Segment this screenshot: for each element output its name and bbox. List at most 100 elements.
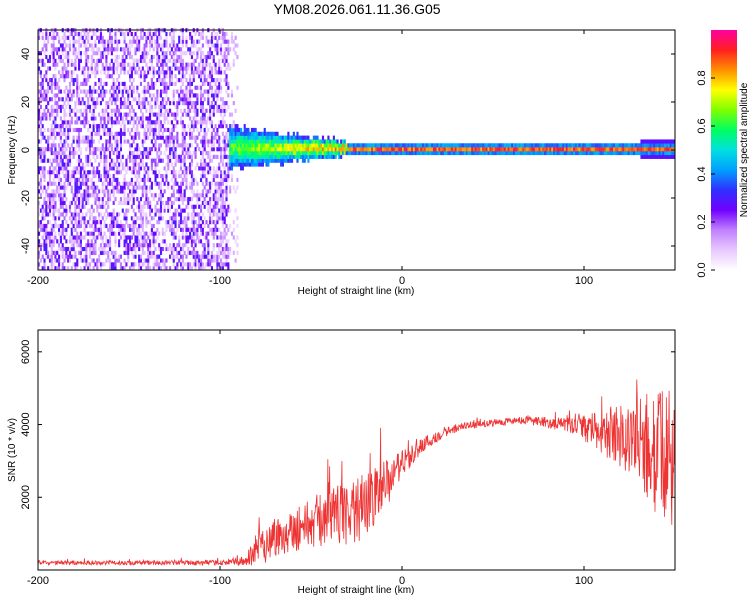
- spectrogram-cell: [227, 266, 230, 271]
- spectrogram-cell: [112, 162, 115, 167]
- spectrogram-cell: [121, 227, 124, 232]
- spectrogram-cell: [67, 154, 70, 159]
- spectrogram-cell: [65, 35, 68, 40]
- spectrogram-cell: [176, 131, 179, 136]
- spectrogram-cell: [61, 254, 64, 259]
- spectrogram-cell: [41, 85, 44, 90]
- spectrogram-cell: [119, 266, 123, 271]
- spectrogram-cell: [340, 147, 343, 152]
- spectrogram-cell: [136, 227, 139, 232]
- spectrogram-cell: [61, 220, 64, 225]
- spectrogram-cell: [134, 120, 137, 125]
- spectrogram-cell: [218, 181, 221, 186]
- spectrogram-cell: [87, 154, 90, 159]
- spectrogram-cell: [185, 177, 188, 182]
- spectrogram-cell: [78, 135, 81, 140]
- spectrogram-cell: [65, 208, 68, 213]
- spectrogram-cell: [483, 147, 487, 152]
- spectrogram-cell: [229, 189, 232, 194]
- spectrogram-cell: [79, 246, 82, 252]
- spectrogram-cell: [156, 58, 159, 63]
- spectrogram-cell: [225, 239, 228, 244]
- spectrogram-cell: [68, 124, 72, 129]
- spectrogram-cell: [438, 147, 441, 152]
- spectrogram-cell: [174, 223, 177, 229]
- spectrogram-cell: [58, 185, 61, 190]
- spectrogram-cell: [210, 135, 214, 140]
- spectrogram-cell: [178, 212, 181, 217]
- spectrogram-cell: [108, 212, 112, 217]
- spectrogram-cell: [123, 266, 126, 271]
- spectrogram-cell: [132, 124, 135, 129]
- spectrogram-cell: [145, 54, 148, 60]
- spectrogram-cell: [203, 254, 206, 259]
- spectrogram-cell: [85, 78, 88, 83]
- spectrogram-cell: [316, 135, 319, 140]
- spectrogram-cell: [203, 266, 206, 271]
- spectrogram-cell: [185, 181, 188, 186]
- spectrogram-cell: [214, 170, 217, 175]
- spectrogram-cell: [54, 81, 57, 86]
- spectrogram-cell: [72, 193, 75, 198]
- spectrogram-cell: [45, 31, 48, 37]
- spectrogram-cell: [170, 227, 173, 232]
- spectrogram-cell: [50, 78, 53, 83]
- spectrogram-cell: [127, 127, 130, 133]
- spectrogram-cell: [114, 112, 117, 117]
- spectrogram-cell: [522, 150, 525, 156]
- spectrogram-cell: [56, 158, 59, 163]
- spectrogram-cell: [245, 158, 248, 163]
- spectrogram-cell: [221, 162, 224, 167]
- spectrogram-cell: [236, 250, 239, 255]
- spectrogram-cell: [281, 135, 284, 140]
- spectrogram-cell: [194, 101, 197, 106]
- spectrogram-cell: [163, 231, 166, 236]
- spectrogram-cell: [90, 181, 93, 186]
- spectrogram-cell: [176, 227, 179, 232]
- spectrogram-cell: [103, 181, 106, 186]
- spectrogram-cell: [48, 54, 52, 60]
- spectrogram-cell: [45, 35, 48, 40]
- spectrogram-cell: [76, 262, 79, 267]
- spectrogram-cell: [318, 154, 321, 159]
- spectrogram-cell: [203, 246, 206, 252]
- spectrogram-cell: [522, 147, 525, 152]
- spectrogram-cell: [130, 189, 133, 194]
- spectrogram-cell: [225, 223, 228, 229]
- y-tick-label: -20: [20, 190, 32, 206]
- spectrogram-cell: [303, 147, 306, 152]
- spectrogram-cell: [181, 62, 184, 67]
- spectrogram-cell: [209, 66, 212, 71]
- spectrogram-cell: [309, 139, 312, 144]
- spectrogram-cell: [159, 212, 163, 217]
- spectrogram-cell: [54, 108, 57, 113]
- spectrogram-cell: [181, 135, 184, 140]
- spectrogram-cell: [190, 62, 193, 67]
- spectrogram-cell: [170, 131, 173, 136]
- spectrogram-cell: [212, 193, 215, 198]
- spectrogram-cell: [243, 150, 246, 156]
- spectrogram-cell: [121, 200, 124, 206]
- spectrogram-cell: [67, 177, 70, 182]
- spectrogram-cell: [52, 150, 55, 156]
- spectrogram-cell: [172, 112, 175, 117]
- spectrogram-cell: [65, 51, 68, 56]
- spectrogram-cell: [614, 147, 618, 152]
- spectrogram-cell: [176, 54, 179, 60]
- spectrogram-cell: [159, 246, 163, 252]
- spectrogram-cell: [139, 204, 143, 209]
- spectrogram-cell: [74, 101, 77, 106]
- spectrogram-cell: [220, 212, 223, 217]
- spectrogram-cell: [605, 143, 608, 148]
- spectrogram-cell: [183, 150, 186, 156]
- spectrogram-cell: [238, 162, 241, 167]
- spectrogram-cell: [159, 108, 163, 113]
- spectrogram-cell: [167, 185, 170, 190]
- spectrogram-cell: [205, 135, 208, 140]
- spectrogram-cell: [221, 124, 224, 129]
- spectrogram-cell: [176, 120, 179, 125]
- spectrogram-cell: [107, 239, 110, 244]
- spectrogram-cell: [536, 150, 539, 156]
- spectrogram-cell: [154, 112, 157, 117]
- spectrogram-cell: [631, 147, 634, 152]
